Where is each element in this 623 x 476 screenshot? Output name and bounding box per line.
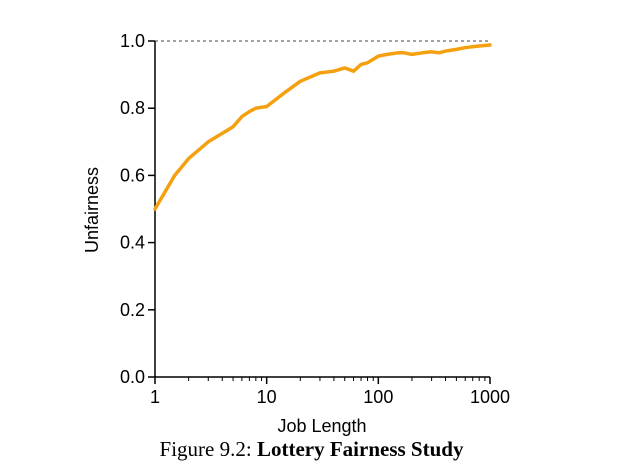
y-tick-label: 0.2 bbox=[120, 300, 145, 320]
y-tick-label: 0.0 bbox=[120, 367, 145, 387]
series-line bbox=[153, 43, 492, 211]
y-tick-label: 0.8 bbox=[120, 98, 145, 118]
y-tick-label: 0.4 bbox=[120, 233, 145, 253]
x-ticks: 1 10 100 1000 bbox=[150, 377, 510, 407]
y-axis-title: Unfairness bbox=[82, 167, 102, 253]
y-tick-label: 0.6 bbox=[120, 165, 145, 185]
x-tick-label: 100 bbox=[363, 387, 393, 407]
x-tick-label: 10 bbox=[257, 387, 277, 407]
x-tick-label: 1 bbox=[150, 387, 160, 407]
chart: 0.0 0.2 0.4 0.6 0.8 1.0 1 10 100 1000 Job Length… bbox=[82, 31, 510, 436]
x-axis-title: Job Length bbox=[277, 416, 366, 436]
caption-title: Lottery Fairness Study bbox=[256, 437, 464, 461]
x-tick-label: 1000 bbox=[470, 387, 510, 407]
y-ticks: 0.0 0.2 0.4 0.6 0.8 1.0 bbox=[120, 31, 155, 387]
figure-caption: Figure 9.2: Lottery Fairness Study bbox=[0, 437, 623, 462]
y-tick-label: 1.0 bbox=[120, 31, 145, 51]
caption-prefix: Figure 9.2: bbox=[159, 437, 257, 461]
